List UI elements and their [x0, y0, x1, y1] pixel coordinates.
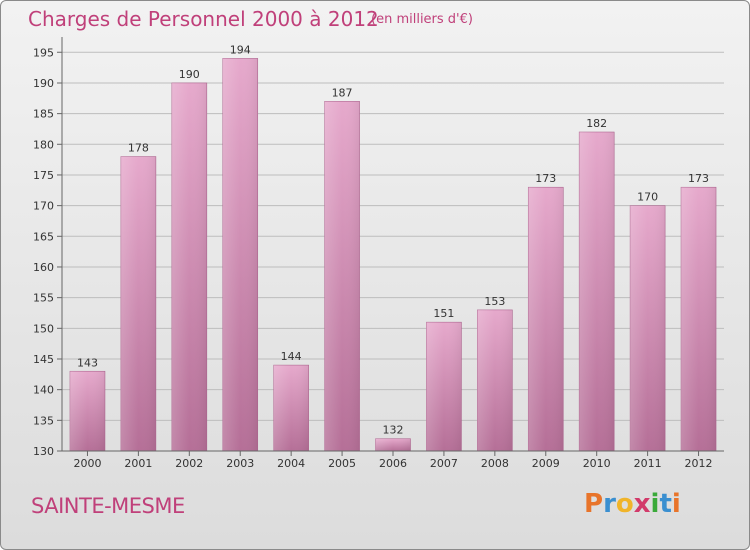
x-tick-label: 2011 — [634, 457, 662, 470]
logo-letter: i — [671, 489, 681, 519]
y-tick-label: 195 — [33, 46, 54, 59]
x-tick-label: 2012 — [685, 457, 713, 470]
x-tick-label: 2007 — [430, 457, 458, 470]
logo-letter: r — [603, 489, 616, 519]
y-tick-label: 180 — [33, 138, 54, 151]
bar-value-label: 151 — [433, 307, 454, 320]
bar-value-label: 194 — [230, 43, 251, 56]
y-tick-label: 160 — [33, 261, 54, 274]
x-tick-label: 2001 — [124, 457, 152, 470]
y-tick-label: 145 — [33, 353, 54, 366]
bar-highlight — [579, 132, 615, 451]
bar-highlight — [375, 438, 411, 451]
logo-letter: x — [633, 489, 651, 519]
logo-letter: i — [650, 489, 660, 519]
proxiti-logo: Proxiti — [584, 489, 681, 519]
bar-value-label: 143 — [77, 356, 98, 369]
bar-value-label: 153 — [484, 295, 505, 308]
bar-highlight — [120, 156, 156, 451]
commune-name: SAINTE-MESME — [31, 494, 185, 518]
x-tick-label: 2008 — [481, 457, 509, 470]
bar-highlight — [324, 101, 360, 451]
x-tick-label: 2005 — [328, 457, 356, 470]
x-tick-label: 2006 — [379, 457, 407, 470]
bar-highlight — [528, 187, 564, 451]
logo-letter: P — [584, 489, 604, 519]
x-tick-label: 2003 — [226, 457, 254, 470]
bar-value-label: 187 — [332, 86, 353, 99]
bar-highlight — [273, 365, 309, 451]
bar-highlight — [681, 187, 717, 451]
bar-highlight — [171, 82, 207, 451]
bar-value-label: 178 — [128, 142, 149, 155]
x-tick-label: 2004 — [277, 457, 305, 470]
bar-value-label: 173 — [688, 172, 709, 185]
grid-lines — [62, 51, 724, 421]
bar-highlight — [630, 205, 666, 451]
y-tick-label: 165 — [33, 230, 54, 243]
bar-value-label: 144 — [281, 350, 302, 363]
y-tick-label: 170 — [33, 200, 54, 213]
bar-highlight — [477, 309, 513, 451]
chart-title: Charges de Personnel 2000 à 2012 — [28, 7, 379, 31]
chart-subtitle: (en milliers d'€) — [371, 12, 473, 27]
y-tick-label: 130 — [33, 445, 54, 458]
x-tick-label: 2000 — [73, 457, 101, 470]
bar-value-label: 170 — [637, 191, 658, 204]
y-tick-label: 150 — [33, 322, 54, 335]
bar-value-label: 182 — [586, 117, 607, 130]
logo-letter: t — [659, 489, 672, 519]
y-tick-label: 175 — [33, 169, 54, 182]
bar-highlight — [426, 322, 462, 451]
bar-highlight — [69, 371, 105, 451]
x-tick-label: 2002 — [175, 457, 203, 470]
x-tick-label: 2009 — [532, 457, 560, 470]
y-tick-label: 155 — [33, 292, 54, 305]
bar-value-label: 173 — [535, 172, 556, 185]
y-tick-label: 185 — [33, 108, 54, 121]
logo-letter: o — [615, 489, 634, 519]
axes: 1301351401451501551601651701751801851901… — [33, 37, 724, 470]
bar-value-label: 132 — [383, 424, 404, 437]
y-tick-label: 140 — [33, 384, 54, 397]
x-tick-label: 2010 — [583, 457, 611, 470]
y-tick-label: 190 — [33, 77, 54, 90]
y-tick-label: 135 — [33, 414, 54, 427]
bar-highlight — [222, 58, 258, 451]
bar-value-label: 190 — [179, 68, 200, 81]
bars: 143 178 190 194 144 187 132 151 153 173 182 170 173 — [69, 43, 717, 452]
